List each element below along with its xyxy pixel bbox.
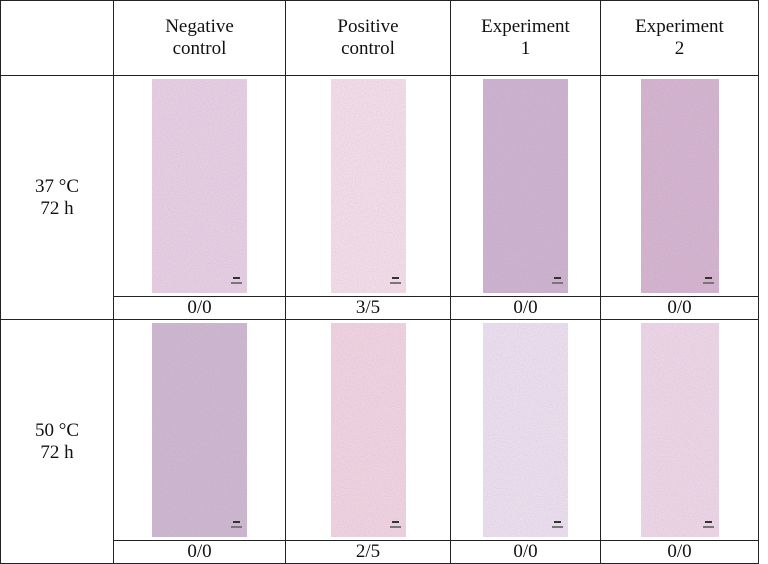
micrograph bbox=[152, 323, 247, 537]
image-cell bbox=[114, 76, 286, 297]
header-text: 1 bbox=[451, 38, 600, 60]
score-cell: 0/0 bbox=[451, 541, 601, 564]
row-label-text: 50 °C bbox=[1, 420, 113, 442]
micrograph bbox=[152, 79, 247, 293]
header-text: control bbox=[114, 38, 285, 60]
corner-cell bbox=[1, 1, 114, 76]
row-label-text: 37 °C bbox=[1, 176, 113, 198]
image-cell bbox=[114, 320, 286, 541]
micrograph bbox=[483, 323, 568, 537]
image-cell bbox=[601, 76, 759, 297]
score-cell: 3/5 bbox=[286, 297, 451, 320]
score-cell: 0/0 bbox=[601, 297, 759, 320]
image-cell bbox=[286, 76, 451, 297]
row-label-text: 72 h bbox=[1, 442, 113, 464]
score-cell: 0/0 bbox=[451, 297, 601, 320]
header-text: Experiment bbox=[601, 16, 758, 38]
micrograph bbox=[331, 79, 406, 293]
header-text: control bbox=[286, 38, 450, 60]
score-cell: 0/0 bbox=[114, 297, 286, 320]
score-cell: 0/0 bbox=[114, 541, 286, 564]
image-cell bbox=[601, 320, 759, 541]
image-cell bbox=[286, 320, 451, 541]
micrograph bbox=[483, 79, 568, 293]
image-cell bbox=[451, 320, 601, 541]
header-text: 2 bbox=[601, 38, 758, 60]
results-table: NegativecontrolPositivecontrolExperiment… bbox=[0, 0, 759, 564]
header-text: Experiment bbox=[451, 16, 600, 38]
header-text: Negative bbox=[114, 16, 285, 38]
micrograph bbox=[331, 323, 406, 537]
page: NegativecontrolPositivecontrolExperiment… bbox=[0, 0, 768, 560]
header-text: Positive bbox=[286, 16, 450, 38]
score-cell: 2/5 bbox=[286, 541, 451, 564]
score-cell: 0/0 bbox=[601, 541, 759, 564]
micrograph bbox=[641, 323, 719, 537]
micrograph bbox=[641, 79, 719, 293]
row-label-text: 72 h bbox=[1, 198, 113, 220]
image-cell bbox=[451, 76, 601, 297]
